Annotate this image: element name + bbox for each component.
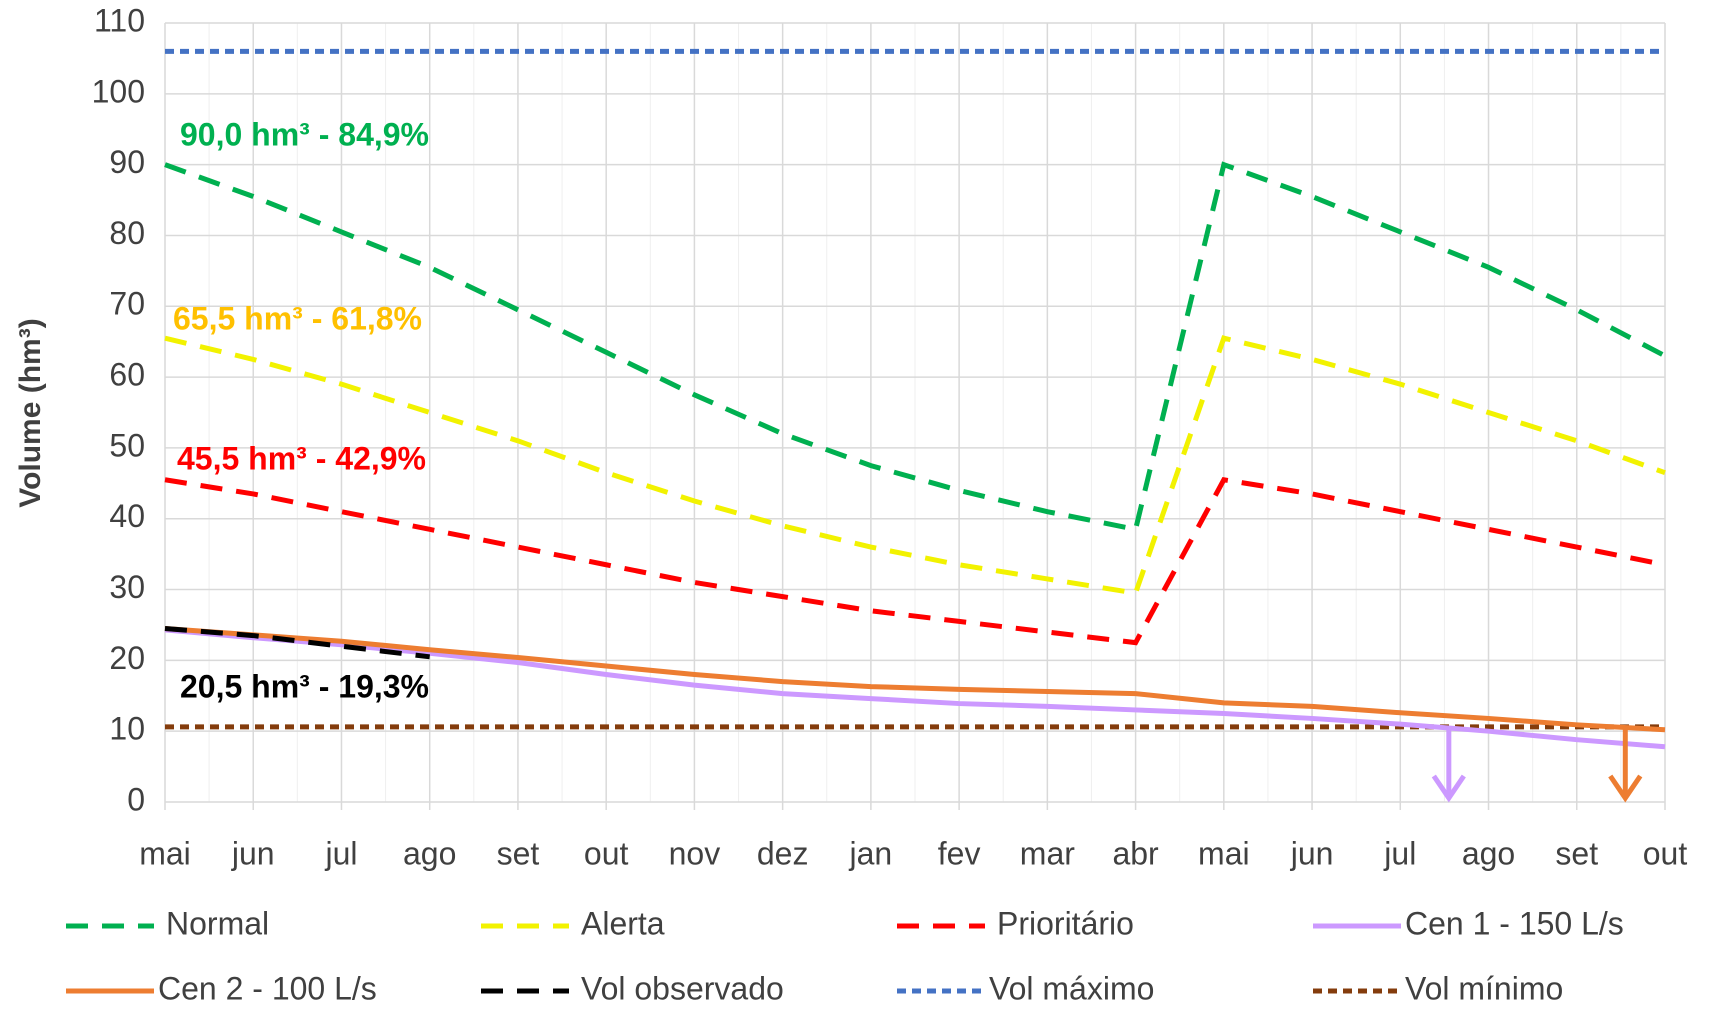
y-tick-label: 50: [109, 427, 145, 463]
y-axis-label: Volume (hm³): [14, 318, 47, 507]
y-tick-label: 110: [94, 2, 145, 38]
x-tick-label: jun: [231, 835, 275, 871]
x-tick-label: set: [1555, 835, 1598, 871]
legend-label: Vol mínimo: [1405, 970, 1563, 1006]
x-tick-label: ago: [1462, 835, 1515, 871]
y-tick-label: 80: [109, 215, 145, 251]
annotation: 45,5 hm³ - 42,9%: [177, 440, 426, 476]
legend-label: Prioritário: [997, 905, 1134, 941]
legend-label: Vol observado: [581, 970, 784, 1006]
x-tick-label: jan: [849, 835, 893, 871]
series-line: [164, 477, 1666, 646]
x-tick-label: nov: [669, 835, 721, 871]
x-tick-label: mar: [1020, 835, 1075, 871]
y-tick-label: 70: [109, 286, 145, 322]
x-tick-label: abr: [1112, 835, 1159, 871]
x-tick-label: fev: [938, 835, 981, 871]
x-tick-label: mai: [1198, 835, 1250, 871]
x-tick-label: jun: [1290, 835, 1334, 871]
legend-label: Cen 2 - 100 L/s: [158, 970, 377, 1006]
series-line: [164, 626, 1666, 733]
legend-label: Vol máximo: [989, 970, 1154, 1006]
series-line: [164, 335, 1666, 596]
x-tick-label: mai: [139, 835, 191, 871]
x-tick-label: jul: [1383, 835, 1416, 871]
x-tick-label: dez: [757, 835, 809, 871]
y-tick-label: 0: [127, 781, 145, 817]
x-tick-label: out: [1643, 835, 1688, 871]
y-tick-label: 60: [109, 357, 145, 393]
series-line: [164, 161, 1667, 533]
legend-label: Alerta: [581, 905, 665, 941]
x-tick-label: out: [584, 835, 629, 871]
x-tick-label: ago: [403, 835, 456, 871]
legend-label: Cen 1 - 150 L/s: [1405, 905, 1624, 941]
y-tick-label: 20: [109, 640, 145, 676]
x-tick-label: jul: [324, 835, 357, 871]
arrow-head: [1431, 774, 1466, 803]
annotation: 20,5 hm³ - 19,3%: [180, 668, 429, 704]
y-tick-label: 40: [109, 498, 145, 534]
y-tick-label: 100: [92, 73, 145, 109]
y-tick-label: 10: [109, 711, 145, 747]
x-tick-label: set: [497, 835, 540, 871]
y-tick-label: 30: [109, 569, 145, 605]
annotation: 90,0 hm³ - 84,9%: [180, 116, 429, 152]
annotation: 65,5 hm³ - 61,8%: [173, 300, 422, 336]
arrow-head: [1608, 774, 1643, 803]
legend-label: Normal: [166, 905, 269, 941]
series-line: [164, 627, 1666, 750]
y-tick-label: 90: [109, 144, 145, 180]
series-line: [164, 626, 431, 660]
